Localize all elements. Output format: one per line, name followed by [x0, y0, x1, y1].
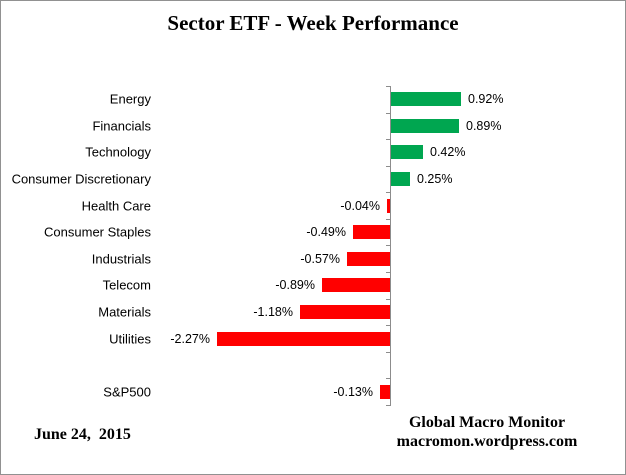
- category-label: Utilities: [109, 331, 151, 346]
- negative-bar: [353, 225, 390, 240]
- axis-tick: [386, 166, 391, 167]
- bar-row: Utilities -2.27%: [1, 325, 625, 352]
- value-label: -0.04%: [340, 198, 380, 213]
- axis-tick: [386, 139, 391, 140]
- bar-row: Technology 0.42%: [1, 139, 625, 166]
- value-label: 0.89%: [466, 118, 502, 133]
- attribution-source: Global Macro Monitor: [408, 414, 566, 431]
- category-label: S&P500: [103, 384, 151, 400]
- axis-tick: [386, 299, 391, 300]
- category-label: Technology: [85, 144, 151, 160]
- category-label: Consumer Staples: [44, 224, 151, 240]
- category-label: Health Care: [81, 198, 151, 214]
- chart-title: Sector ETF - Week Performance: [167, 11, 459, 35]
- axis-tick: [386, 86, 391, 87]
- category-label: Telecom: [102, 277, 151, 293]
- value-label: 0.92%: [468, 92, 504, 107]
- axis-tick: [386, 325, 391, 326]
- value-label: -0.89%: [275, 278, 315, 293]
- chart-date: June 24, 2015: [34, 426, 131, 443]
- axis-tick: [386, 352, 391, 353]
- category-label: Materials: [98, 304, 151, 320]
- value-label: 0.42%: [430, 145, 466, 160]
- chart-attribution: Global Macro Monitor macromon.wordpress.…: [397, 413, 578, 451]
- value-label: -1.18%: [253, 304, 293, 319]
- negative-bar: [217, 331, 390, 346]
- value-label: -2.27%: [170, 331, 210, 346]
- value-label: 0.25%: [417, 172, 453, 187]
- axis-tick: [386, 113, 391, 114]
- axis-tick: [386, 405, 391, 406]
- bar-row: Consumer Staples -0.49%: [1, 219, 625, 246]
- negative-bar: [387, 198, 390, 213]
- negative-bar: [322, 278, 390, 293]
- axis-tick: [386, 378, 391, 379]
- bar-row: Industrials -0.57%: [1, 245, 625, 272]
- bar-row: Financials 0.89%: [1, 113, 625, 140]
- attribution-url: macromon.wordpress.com: [396, 433, 578, 450]
- negative-bar: [380, 384, 390, 399]
- axis-tick: [386, 192, 391, 193]
- category-label: Energy: [109, 91, 151, 107]
- axis-tick: [386, 219, 391, 220]
- positive-bar: [391, 118, 459, 133]
- category-label: Financials: [92, 118, 151, 134]
- bar-row: Consumer Discretionary 0.25%: [1, 166, 625, 193]
- value-label: -0.13%: [333, 384, 373, 399]
- value-label: -0.49%: [306, 225, 346, 240]
- axis-tick: [386, 245, 391, 246]
- bar-row: Health Care -0.04%: [1, 192, 625, 219]
- negative-bar: [347, 251, 390, 266]
- bar-row: Energy 0.92%: [1, 86, 625, 113]
- positive-bar: [391, 172, 410, 187]
- axis-tick: [386, 272, 391, 273]
- bar-row: [1, 352, 625, 379]
- category-label: Consumer Discretionary: [11, 171, 151, 187]
- bar-row: S&P500 -0.13%: [1, 378, 625, 405]
- positive-bar: [391, 145, 423, 160]
- bar-row: Telecom -0.89%: [1, 272, 625, 299]
- category-label: Industrials: [91, 251, 151, 267]
- negative-bar: [300, 304, 390, 319]
- bar-row: Materials -1.18%: [1, 299, 625, 326]
- value-label: -0.57%: [300, 251, 340, 266]
- positive-bar: [391, 92, 461, 107]
